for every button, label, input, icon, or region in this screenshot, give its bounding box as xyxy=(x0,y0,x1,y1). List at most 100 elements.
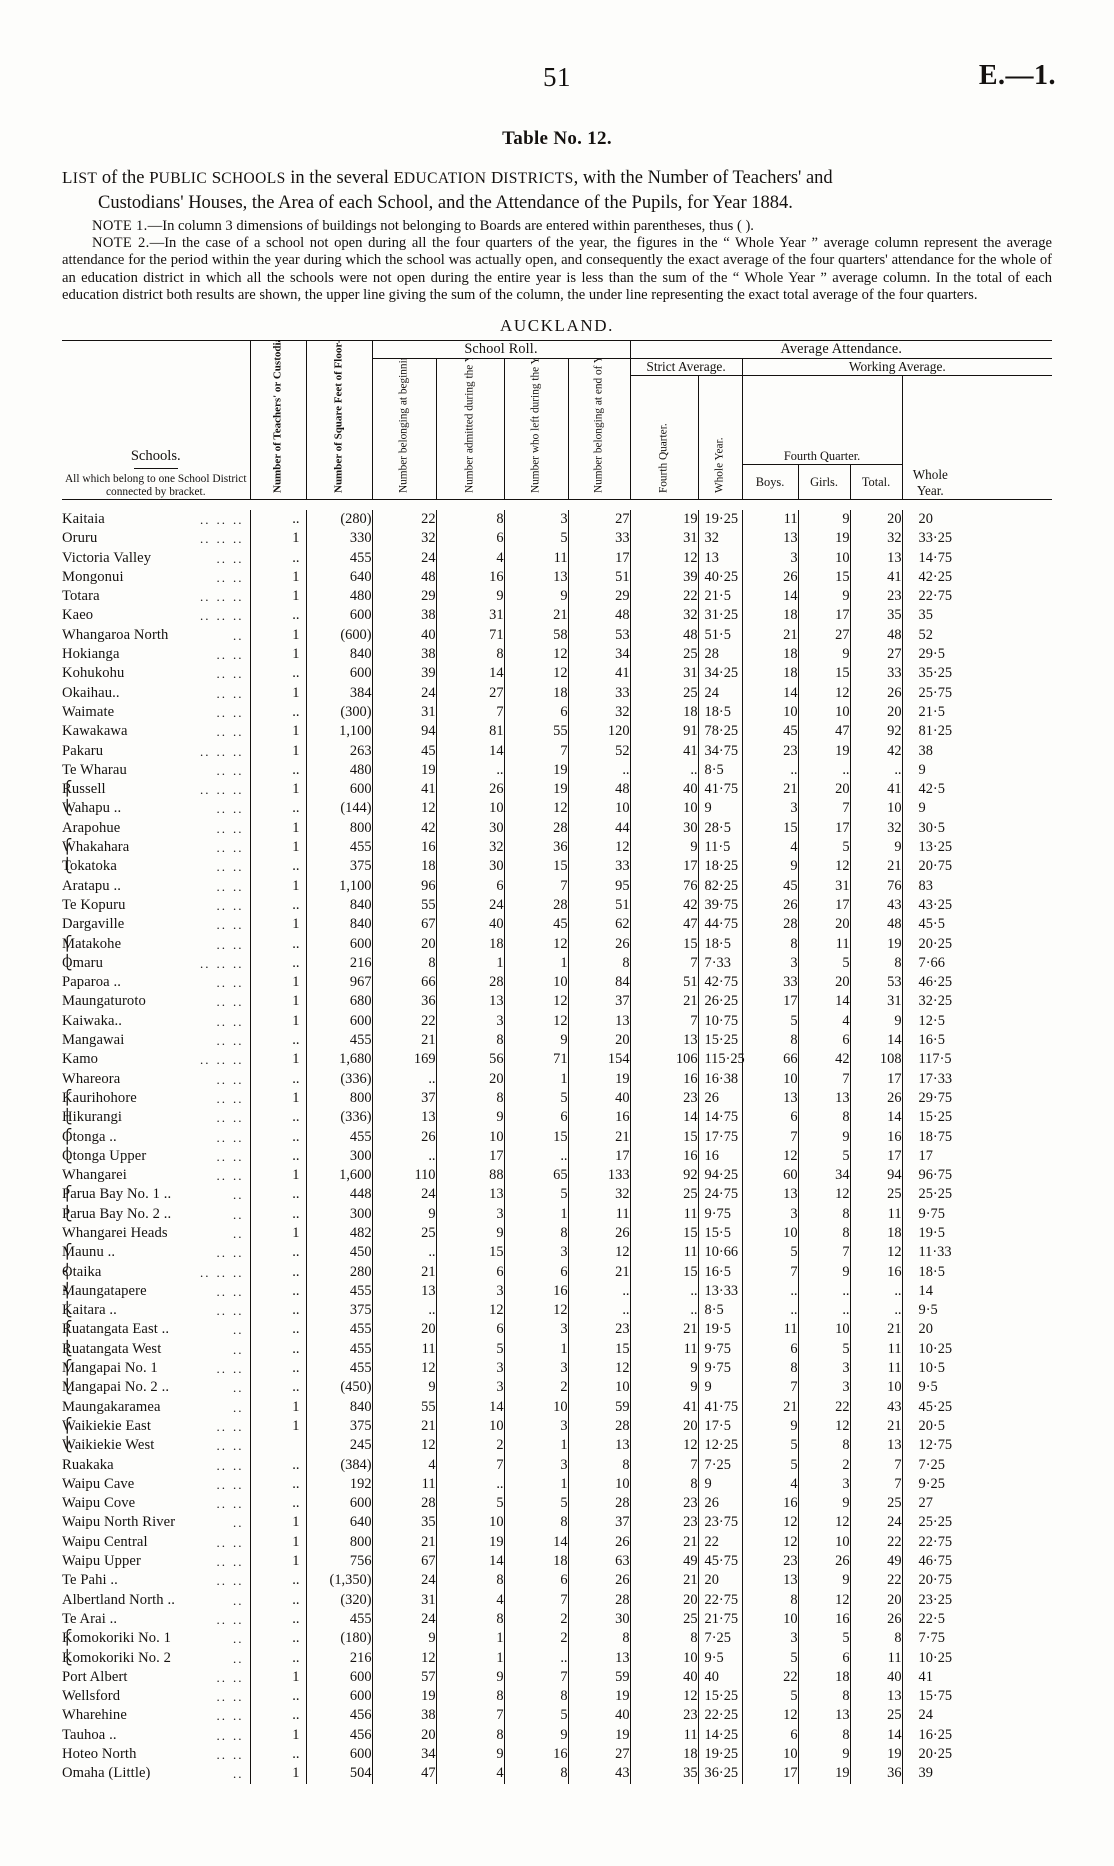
roll-begin-cell: 38 xyxy=(371,645,437,665)
roll-end-cell: 51 xyxy=(567,895,631,916)
roll-end-cell: .. xyxy=(567,760,631,781)
total-cell: 10 xyxy=(849,799,903,819)
roll-end-cell: 95 xyxy=(567,876,631,896)
roll-left-cell: 9 xyxy=(503,1725,569,1745)
houses-cell: 1 xyxy=(249,876,306,896)
sqfeet-cell: 600 xyxy=(305,1667,373,1688)
houses-cell: .. xyxy=(249,1243,306,1263)
working-whole-cell: 20·75 xyxy=(901,857,959,877)
strict-q4-cell: 23 xyxy=(629,1088,699,1109)
roll-end-cell: 19 xyxy=(567,1069,631,1089)
total-cell: 36 xyxy=(849,1764,903,1784)
school-name-cell: Maungaturoto.... xyxy=(62,992,250,1011)
sqfeet-cell: 450 xyxy=(305,1243,373,1263)
leader-dots: .. xyxy=(216,1110,227,1126)
roll-admitted-cell: 27 xyxy=(435,683,505,703)
leader-dots: .. xyxy=(233,1090,244,1106)
strict-q4-cell: 49 xyxy=(629,1552,699,1572)
working-whole-cell: 29·5 xyxy=(901,645,959,665)
school-name: Kawakawa xyxy=(62,723,128,740)
school-name-cell: Waipu Upper.... xyxy=(62,1552,250,1571)
strict-q4-cell: 106 xyxy=(629,1050,699,1070)
strict-q4-cell: 20 xyxy=(629,1590,699,1610)
roll-admitted-cell: 15 xyxy=(435,1243,505,1263)
leader-dots: .. xyxy=(216,704,227,720)
total-cell: 13 xyxy=(849,1436,903,1456)
bracket-glyph: ⎧ xyxy=(62,1418,73,1434)
bracket-glyph: ⎩ xyxy=(62,1341,73,1357)
strict-q4-cell: 20 xyxy=(629,1416,699,1437)
working-whole-cell: 12·75 xyxy=(901,1436,959,1456)
roll-left-cell: 7 xyxy=(503,1667,569,1688)
working-whole-cell: 33·25 xyxy=(901,529,959,549)
strict-whole-cell: 26 xyxy=(697,1088,743,1109)
boys-cell: 4 xyxy=(741,1474,799,1495)
school-name: Tauhoa .. xyxy=(62,1726,117,1743)
roll-admitted-cell: 3 xyxy=(435,1281,505,1302)
school-name: Parua Bay No. 1 .. xyxy=(62,1186,172,1203)
table-row: ⎧ Russell...... 1 600 41 26 19 48 40 41·75 21 20 41 4… xyxy=(62,780,1052,800)
houses-cell: 1 xyxy=(249,973,306,993)
leader-dots: .. xyxy=(233,1148,244,1164)
strict-whole-label: Whole Year. xyxy=(713,437,726,493)
girls-cell: 12 xyxy=(797,1416,851,1437)
boys-cell: 5 xyxy=(741,1648,799,1668)
strict-q4-cell: 25 xyxy=(629,1185,699,1205)
schools-header-rule xyxy=(133,468,178,469)
girls-cell: 19 xyxy=(797,529,851,549)
houses-cell xyxy=(249,1436,306,1456)
roll-left-cell: 3 xyxy=(503,1455,569,1475)
sqfeet-cell: 245 xyxy=(305,1436,373,1456)
table-row: Port Albert.... 1 600 57 9 7 59 40 40 22 18 40 41 xyxy=(62,1667,1052,1688)
sqfeet-cell: (320) xyxy=(305,1590,373,1610)
total-cell: 40 xyxy=(849,1667,903,1688)
bracket-glyph: ⎧ xyxy=(62,1361,73,1377)
strict-whole-cell: 18·5 xyxy=(697,702,743,723)
strict-q4-cell: 30 xyxy=(629,818,699,839)
school-name-cell: ⎩ Komokoriki No. 2.. xyxy=(62,1649,250,1668)
sqfeet-cell: 448 xyxy=(305,1185,373,1205)
girls-cell: 17 xyxy=(797,895,851,916)
boys-cell: 11 xyxy=(741,510,799,530)
roll-admitted-cell: 14 xyxy=(435,1552,505,1572)
working-whole-cell: 81·25 xyxy=(901,722,959,742)
leader-dots: .. xyxy=(233,1110,244,1126)
leader-dots: .. xyxy=(233,1747,244,1762)
total-cell: 76 xyxy=(849,876,903,896)
roll-admitted-cell: 24 xyxy=(435,895,505,916)
school-name-cell: Kohukohu.... xyxy=(62,664,250,683)
boys-cell: 21 xyxy=(741,780,799,800)
total-cell: 25 xyxy=(849,1185,903,1205)
working-whole-cell: 46·25 xyxy=(901,973,959,993)
girls-cell: 12 xyxy=(797,857,851,877)
school-name-cell: Kawakawa.... xyxy=(62,722,250,741)
girls-cell: 3 xyxy=(797,1378,851,1398)
roll-end-cell: 12 xyxy=(567,1359,631,1379)
working-whole-cell: 52 xyxy=(901,625,959,646)
roll-begin-cell: 45 xyxy=(371,741,437,761)
strict-whole-cell: 24 xyxy=(697,683,743,703)
roll-end-cell: 15 xyxy=(567,1339,631,1360)
roll-end-cell: 28 xyxy=(567,1494,631,1514)
sqfeet-cell: 455 xyxy=(305,1359,373,1379)
boys-cell: 8 xyxy=(741,934,799,954)
roll-begin-cell: .. xyxy=(371,1301,437,1321)
sqfeet-cell: 840 xyxy=(305,895,373,916)
strict-q4-cell: 10 xyxy=(629,1648,699,1668)
strict-whole-cell: 26·25 xyxy=(697,992,743,1012)
total-cell: 11 xyxy=(849,1648,903,1668)
strict-whole-cell: 36·25 xyxy=(697,1764,743,1784)
working-whole-cell: 18·75 xyxy=(901,1127,959,1147)
houses-cell: .. xyxy=(249,1069,306,1089)
strict-average-group-header: Strict Average. xyxy=(629,358,743,376)
roll-end-cell: 154 xyxy=(567,1050,631,1070)
leader-dots: .. xyxy=(200,1264,211,1280)
sqfeet-cell: 455 xyxy=(305,1320,373,1340)
houses-cell: .. xyxy=(249,1648,306,1668)
leader-dots: .. xyxy=(216,1168,227,1184)
working-whole-cell: 32·25 xyxy=(901,992,959,1012)
school-name: Kaiwaka.. xyxy=(62,1012,123,1029)
working-whole-cell: 13·25 xyxy=(901,838,959,858)
table-row: Waipu Upper.... 1 756 67 14 18 63 49 45·75 23 26 49… xyxy=(62,1552,1052,1572)
school-name-cell: Tauhoa ...... xyxy=(62,1726,250,1745)
